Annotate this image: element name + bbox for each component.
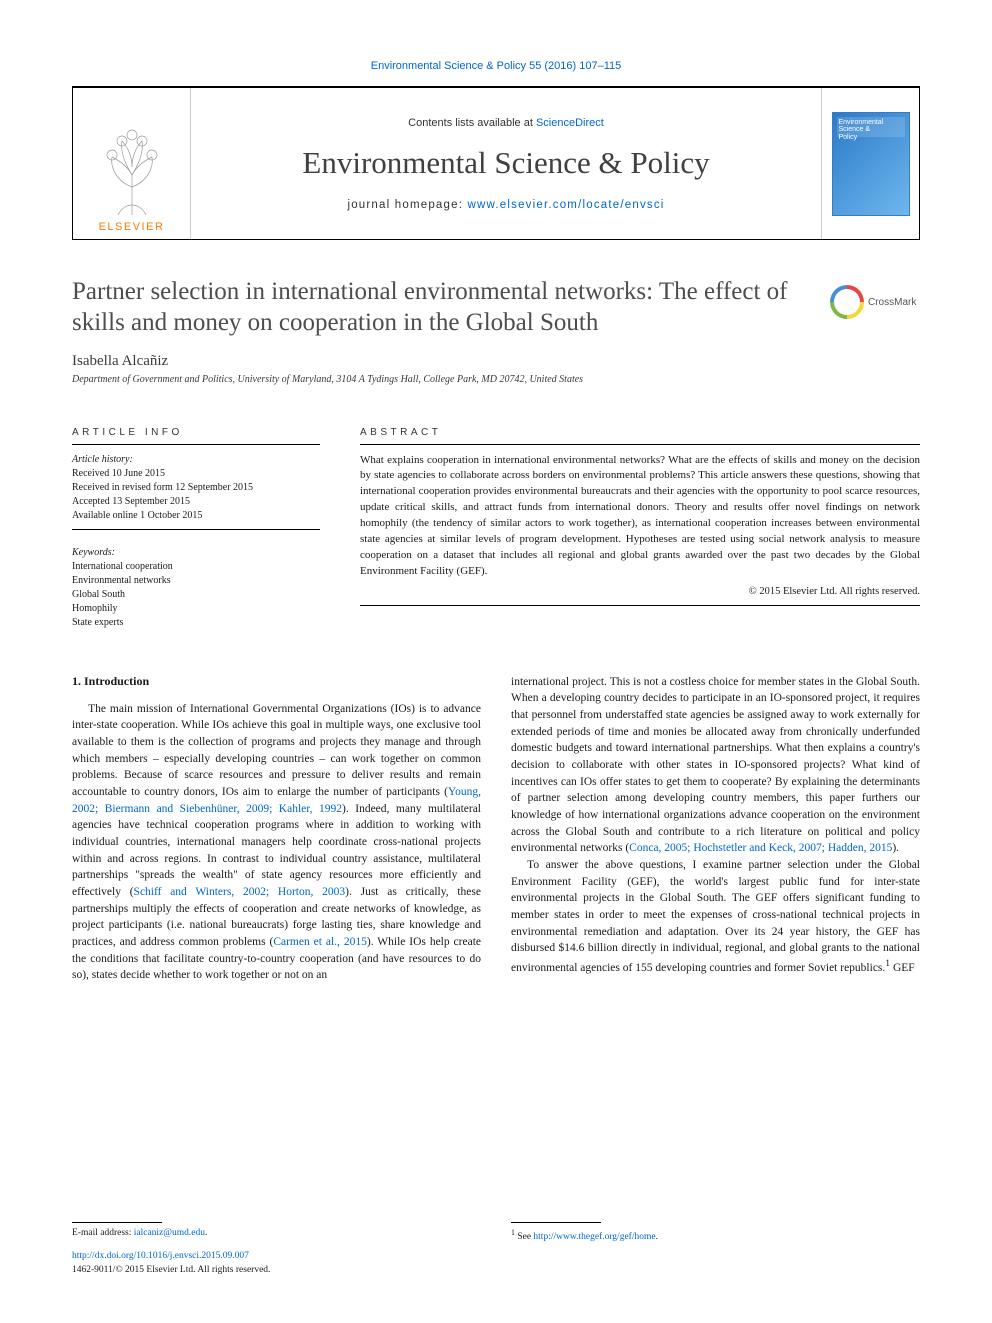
keywords-label: Keywords: — [72, 546, 320, 560]
elsevier-tree-icon — [98, 127, 166, 217]
history-online: Available online 1 October 2015 — [72, 509, 320, 523]
body-paragraph: The main mission of International Govern… — [72, 701, 481, 984]
masthead-center: Contents lists available at ScienceDirec… — [191, 107, 821, 221]
elsevier-wordmark: ELSEVIER — [99, 221, 165, 233]
body-paragraph: international project. This is not a cos… — [511, 674, 920, 857]
article-info-head: ARTICLE INFO — [72, 427, 320, 445]
homepage-link[interactable]: www.elsevier.com/locate/envsci — [468, 199, 665, 211]
publisher-block: ELSEVIER — [73, 88, 191, 239]
keyword: Environmental networks — [72, 574, 320, 588]
title-block: Partner selection in international envir… — [72, 276, 920, 339]
author-name: Isabella Alcañiz — [72, 353, 920, 370]
footer-right: 1 See http://www.thegef.org/gef/home. — [511, 1222, 920, 1277]
history-revised: Received in revised form 12 September 20… — [72, 481, 320, 495]
masthead: ELSEVIER Contents lists available at Sci… — [72, 86, 920, 240]
crossmark-badge[interactable]: CrossMark — [830, 280, 920, 324]
info-abstract-row: ARTICLE INFO Article history: Received 1… — [72, 415, 920, 630]
history-accepted: Accepted 13 September 2015 — [72, 495, 320, 509]
crossmark-icon — [830, 285, 864, 319]
right-column: international project. This is not a cos… — [511, 674, 920, 984]
journal-reference[interactable]: Environmental Science & Policy 55 (2016)… — [72, 60, 920, 72]
page-footer: E-mail address: ialcaniz@umd.edu. http:/… — [72, 1222, 920, 1277]
keyword: Homophily — [72, 602, 320, 616]
body-columns: 1. Introduction The main mission of Inte… — [72, 674, 920, 984]
article-info: ARTICLE INFO Article history: Received 1… — [72, 427, 320, 630]
footnote-url[interactable]: http://www.thegef.org/gef/home — [533, 1232, 655, 1242]
journal-homepage: journal homepage: www.elsevier.com/locat… — [191, 199, 821, 211]
journal-cover-thumb: Environmental Science & Policy — [832, 112, 910, 216]
sciencedirect-link[interactable]: ScienceDirect — [536, 117, 604, 129]
keyword: International cooperation — [72, 560, 320, 574]
copyright: © 2015 Elsevier Ltd. All rights reserved… — [360, 586, 920, 597]
citation[interactable]: Carmen et al., 2015 — [273, 936, 367, 948]
body-paragraph: To answer the above questions, I examine… — [511, 857, 920, 977]
citation[interactable]: Conca, 2005; Hochstetler and Keck, 2007;… — [629, 842, 892, 854]
journal-name: Environmental Science & Policy — [191, 145, 821, 181]
abstract-head: ABSTRACT — [360, 427, 920, 445]
doi-link[interactable]: http://dx.doi.org/10.1016/j.envsci.2015.… — [72, 1251, 249, 1261]
issn-line: 1462-9011/© 2015 Elsevier Ltd. All right… — [72, 1264, 481, 1277]
contents-available: Contents lists available at ScienceDirec… — [191, 117, 821, 129]
footer-left: E-mail address: ialcaniz@umd.edu. http:/… — [72, 1222, 481, 1277]
history-label: Article history: — [72, 453, 320, 467]
keyword: State experts — [72, 616, 320, 630]
email-label: E-mail address: — [72, 1228, 134, 1238]
abstract-text: What explains cooperation in internation… — [360, 453, 920, 581]
citation[interactable]: Schiff and Winters, 2002; Horton, 2003 — [134, 886, 346, 898]
keyword: Global South — [72, 588, 320, 602]
cover-block: Environmental Science & Policy — [821, 88, 919, 239]
author-affiliation: Department of Government and Politics, U… — [72, 374, 920, 385]
article-title: Partner selection in international envir… — [72, 276, 920, 339]
intro-heading: 1. Introduction — [72, 674, 481, 689]
author-email[interactable]: ialcaniz@umd.edu — [134, 1228, 205, 1238]
history-received: Received 10 June 2015 — [72, 467, 320, 481]
abstract-block: ABSTRACT What explains cooperation in in… — [360, 427, 920, 630]
left-column: 1. Introduction The main mission of Inte… — [72, 674, 481, 984]
